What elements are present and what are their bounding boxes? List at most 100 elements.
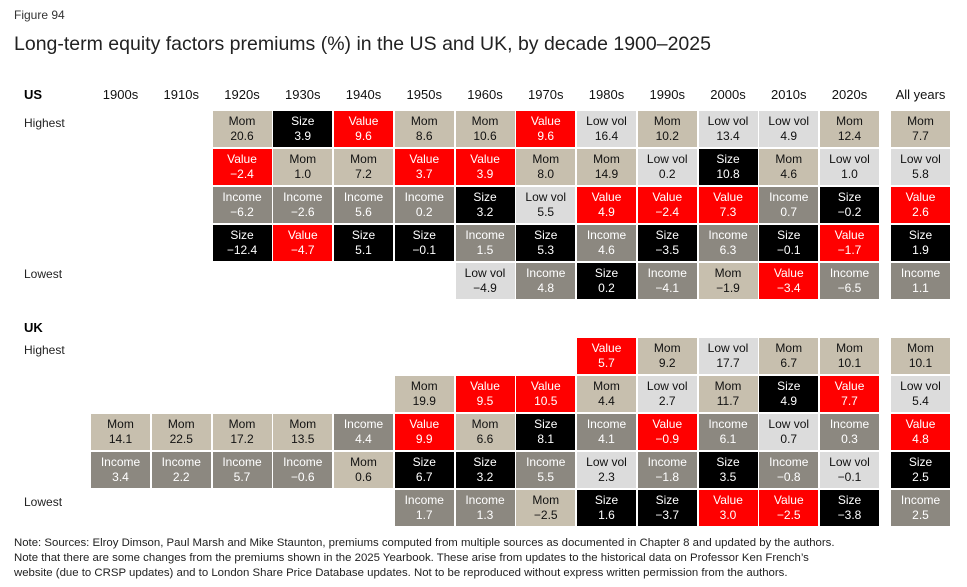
factor-cell: Value 7.3	[698, 186, 758, 223]
factor-name: Low vol	[525, 189, 567, 204]
factor-name: Size	[594, 493, 619, 508]
premium-value: 9.6	[537, 128, 555, 143]
factor-cell: Income 2.5	[891, 490, 950, 527]
factor-cell: Size 3.2	[455, 186, 515, 223]
premium-value: 14.1	[108, 431, 133, 446]
factor-cell: Income −6.5	[820, 263, 879, 300]
factor-name: Low vol	[586, 455, 627, 470]
premium-value: −2.4	[230, 166, 254, 181]
panel-label-uk: UK	[24, 320, 43, 335]
factor-name: Income	[343, 189, 384, 204]
premium-value: 3.9	[294, 128, 312, 143]
factor-cell: Mom 10.6	[455, 110, 515, 147]
factor-cell: Income 1.3	[455, 490, 515, 527]
factor-name: Low vol	[646, 151, 688, 166]
premium-value: 10.5	[534, 393, 558, 408]
factor-name: Mom	[289, 151, 317, 166]
premium-value: 6.1	[719, 431, 737, 446]
factor-name: Income	[100, 455, 141, 470]
factor-name: Size	[655, 228, 679, 243]
premium-value: −3.7	[655, 508, 680, 523]
premium-value: 3.4	[112, 470, 129, 485]
factor-name: Low vol	[768, 113, 810, 128]
factor-cell: Mom 7.7	[891, 110, 950, 147]
factor-cell: Mom 19.9	[394, 375, 454, 412]
factor-cell: Income 0.7	[759, 186, 819, 223]
factor-cell: Value 2.6	[891, 186, 950, 223]
factor-name: Value	[470, 378, 500, 393]
premium-value: −12.4	[226, 243, 258, 258]
factor-name: Mom	[836, 340, 863, 355]
premium-value: 2.5	[912, 470, 929, 485]
factor-cell: Mom 22.5	[151, 413, 211, 450]
factor-cell: Income 4.4	[334, 413, 393, 450]
factor-name: Value	[530, 113, 561, 128]
factor-cell: Mom 14.9	[577, 148, 636, 185]
decade-label: 1950s	[406, 87, 442, 102]
factor-cell: Size 3.5	[698, 452, 758, 489]
factor-cell: Mom 14.1	[91, 413, 150, 450]
factor-cell: Value −2.4	[212, 148, 272, 185]
factor-name: Mom	[532, 151, 560, 166]
premium-value: 4.4	[598, 393, 615, 408]
factor-cell: Income 5.7	[212, 452, 272, 489]
factor-cell: Value 9.6	[516, 110, 576, 147]
factor-cell: Mom 4.6	[759, 148, 819, 185]
factor-cell: Mom 8.0	[516, 148, 576, 185]
factor-name: Income	[900, 266, 941, 281]
factor-cell: Value −0.9	[637, 413, 697, 450]
premium-value: 6.7	[415, 470, 433, 485]
decade-label: 1920s	[224, 87, 260, 102]
premium-value: −2.5	[533, 508, 558, 523]
factor-name: Income	[586, 228, 627, 243]
premium-value: 17.7	[716, 355, 740, 370]
factor-cell: Mom 4.4	[577, 375, 636, 412]
factor-cell: Mom 7.2	[334, 148, 393, 185]
factor-name: Income	[161, 455, 201, 470]
factor-cell: Mom 17.2	[212, 413, 272, 450]
factor-cell: Value 9.5	[455, 375, 515, 412]
factor-name: Mom	[228, 416, 256, 431]
premium-value: 6.6	[476, 431, 494, 446]
factor-cell: Size −12.4	[212, 225, 272, 262]
premium-value: 8.6	[415, 128, 433, 143]
factor-cell: Low vol 0.7	[759, 413, 819, 450]
source-note: Note: Sources: Elroy Dimson, Paul Marsh …	[14, 536, 959, 581]
factor-cell: Size 2.5	[891, 452, 950, 489]
premium-value: 4.8	[912, 431, 929, 446]
factor-name: Value	[287, 228, 318, 243]
factor-name: Income	[769, 189, 809, 204]
factor-name: Income	[465, 228, 505, 243]
premium-value: 4.9	[780, 128, 798, 143]
factor-cell: Value 4.9	[577, 186, 636, 223]
factor-cell: Low vol 0.2	[637, 148, 697, 185]
factor-cell: Income 5.5	[516, 452, 576, 489]
factor-name: Low vol	[768, 416, 810, 431]
factor-name: Income	[708, 228, 748, 243]
factor-name: Mom	[410, 378, 438, 393]
factor-name: Value	[713, 189, 743, 204]
factor-name: Size	[473, 189, 497, 204]
premium-value: 2.5	[912, 508, 929, 523]
factor-cell: Mom 0.6	[334, 452, 393, 489]
factor-name: Size	[594, 266, 619, 281]
premium-value: 3.7	[415, 166, 433, 181]
factor-cell: Low vol 5.5	[516, 186, 576, 223]
premium-value: −3.8	[837, 508, 862, 523]
premium-value: 5.5	[537, 204, 555, 219]
factor-name: Mom	[593, 378, 620, 393]
factor-name: Income	[526, 266, 566, 281]
premium-value: 3.2	[476, 470, 494, 485]
factor-cell: Mom 10.1	[891, 337, 950, 374]
premium-value: −1.9	[716, 281, 740, 296]
premium-value: −0.6	[290, 470, 315, 485]
factor-cell: Low vol 17.7	[698, 337, 758, 374]
factor-cell: Income 0.3	[820, 413, 879, 450]
note-line: website (due to CRSP updates) and to Lon…	[14, 567, 788, 579]
factor-cell: Income 3.4	[91, 452, 150, 489]
factor-cell: Mom 6.7	[759, 337, 819, 374]
premium-value: 4.1	[598, 431, 615, 446]
premium-value: 13.4	[716, 128, 740, 143]
factor-name: Low vol	[900, 151, 941, 166]
premium-value: 5.8	[912, 166, 929, 181]
